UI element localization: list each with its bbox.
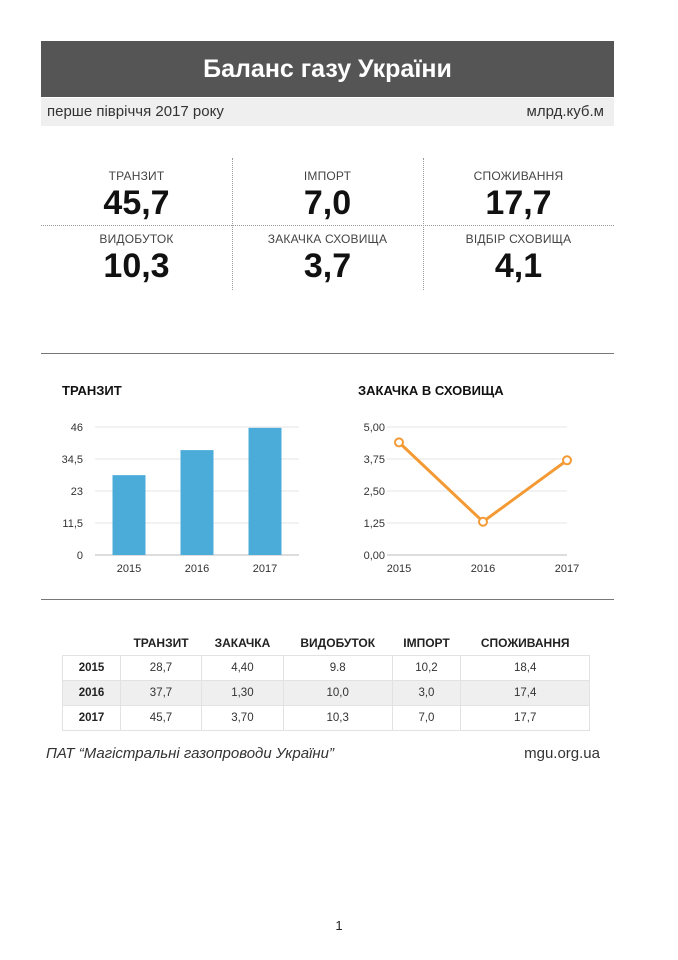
data-point bbox=[394, 437, 404, 448]
table-row: 2016 37,7 1,30 10,0 3,0 17,4 bbox=[62, 680, 590, 706]
kpi-label: ІМПОРТ bbox=[303, 169, 352, 183]
table-cell: 17,4 bbox=[460, 680, 590, 706]
table-cell: 3,0 bbox=[391, 680, 462, 706]
y-tick-label: 46 bbox=[71, 422, 83, 434]
table-cell: 28,7 bbox=[120, 655, 202, 681]
table-cell: 45,7 bbox=[120, 705, 202, 731]
table-cell: 17,7 bbox=[460, 705, 590, 731]
table-cell: 7,0 bbox=[391, 705, 462, 731]
data-point bbox=[562, 455, 572, 466]
row-year: 2016 bbox=[62, 680, 121, 706]
kpi-label: ВІДБІР СХОВИЩА bbox=[465, 232, 572, 246]
kpi-value: 45,7 bbox=[103, 184, 170, 222]
website-link[interactable]: mgu.org.ua bbox=[524, 745, 600, 762]
bar bbox=[248, 427, 282, 555]
period-label: перше півріччя 2017 року bbox=[47, 103, 224, 120]
table-cell: 1,30 bbox=[201, 680, 284, 706]
x-tick-label: 2017 bbox=[555, 563, 579, 575]
kpi-label: ТРАНЗИТ bbox=[108, 169, 165, 183]
kpi-import: ІМПОРТ 7,0 bbox=[232, 169, 423, 222]
y-tick-label: 23 bbox=[71, 486, 83, 498]
y-tick-label: 2,50 bbox=[364, 486, 385, 498]
kpi-grid: ТРАНЗИТ 45,7 ІМПОРТ 7,0 СПОЖИВАННЯ 17,7 … bbox=[41, 158, 614, 290]
column-header: ТРАНЗИТ bbox=[120, 631, 202, 656]
row-year: 2015 bbox=[62, 655, 121, 681]
column-header: ВИДОБУТОК bbox=[283, 631, 393, 656]
column-header: ІМПОРТ bbox=[392, 631, 461, 656]
series-line bbox=[397, 441, 568, 524]
x-tick-label: 2015 bbox=[387, 563, 411, 575]
kpi-divider bbox=[423, 158, 424, 290]
x-tick-label: 2016 bbox=[185, 563, 209, 575]
kpi-value: 17,7 bbox=[485, 184, 552, 222]
kpi-divider bbox=[232, 158, 233, 290]
transit-chart-title: ТРАНЗИТ bbox=[62, 383, 122, 398]
table-cell: 4,40 bbox=[201, 655, 284, 681]
section-divider bbox=[41, 599, 614, 600]
row-year: 2017 bbox=[62, 705, 121, 731]
bar bbox=[180, 450, 214, 555]
y-tick-label: 1,25 bbox=[364, 518, 385, 530]
kpi-label: СПОЖИВАННЯ bbox=[473, 169, 564, 183]
subtitle-bar: перше півріччя 2017 року млрд.куб.м bbox=[41, 98, 614, 126]
x-tick-label: 2017 bbox=[253, 563, 277, 575]
kpi-value: 3,7 bbox=[303, 247, 352, 285]
kpi-label: ЗАКАЧКА СХОВИЩА bbox=[267, 232, 388, 246]
y-tick-label: 11,5 bbox=[62, 518, 83, 530]
table-cell: 9.8 bbox=[282, 655, 393, 681]
kpi-transit: ТРАНЗИТ 45,7 bbox=[41, 169, 232, 222]
table-cell: 10,0 bbox=[282, 680, 393, 706]
transit-bar-chart: 0 11,5 23 34,5 46 2015 2016 2017 bbox=[62, 422, 299, 575]
y-tick-label: 5,00 bbox=[364, 422, 385, 434]
column-header: ЗАКАЧКА bbox=[201, 631, 284, 656]
section-divider bbox=[41, 353, 614, 354]
column-header: СПОЖИВАННЯ bbox=[460, 631, 590, 656]
table-header-row: ТРАНЗИТ ЗАКАЧКА ВИДОБУТОК ІМПОРТ СПОЖИВА… bbox=[63, 631, 590, 656]
kpi-production: ВИДОБУТОК 10,3 bbox=[41, 232, 232, 285]
y-tick-label: 34,5 bbox=[62, 454, 83, 466]
table-row: 2017 45,7 3,70 10,3 7,0 17,7 bbox=[62, 705, 590, 731]
table-cell: 10,2 bbox=[391, 655, 462, 681]
data-table: ТРАНЗИТ ЗАКАЧКА ВИДОБУТОК ІМПОРТ СПОЖИВА… bbox=[62, 631, 590, 731]
bar bbox=[112, 475, 146, 555]
page-title: Баланс газу України bbox=[41, 41, 614, 97]
table-corner bbox=[63, 631, 121, 656]
table-cell: 37,7 bbox=[120, 680, 202, 706]
kpi-divider bbox=[41, 225, 614, 226]
storage-chart-title: ЗАКАЧКА В СХОВИЩА bbox=[358, 383, 504, 398]
kpi-value: 7,0 bbox=[303, 184, 352, 222]
kpi-storage-withdrawal: ВІДБІР СХОВИЩА 4,1 bbox=[423, 232, 614, 285]
page-number: 1 bbox=[335, 918, 343, 933]
kpi-value: 10,3 bbox=[103, 247, 170, 285]
y-tick-label: 0 bbox=[77, 550, 83, 562]
kpi-label: ВИДОБУТОК bbox=[99, 232, 174, 246]
kpi-storage-injection: ЗАКАЧКА СХОВИЩА 3,7 bbox=[232, 232, 423, 285]
table-row: 2015 28,7 4,40 9.8 10,2 18,4 bbox=[62, 655, 590, 681]
x-tick-label: 2016 bbox=[471, 563, 495, 575]
kpi-value: 4,1 bbox=[494, 247, 543, 285]
data-point bbox=[478, 516, 488, 527]
kpi-consumption: СПОЖИВАННЯ 17,7 bbox=[423, 169, 614, 222]
table-cell: 10,3 bbox=[282, 705, 393, 731]
x-tick-label: 2015 bbox=[117, 563, 141, 575]
storage-line-chart: 0,00 1,25 2,50 3,75 5,00 2015 2016 2017 bbox=[364, 422, 580, 575]
units-label: млрд.куб.м bbox=[526, 103, 604, 120]
table-cell: 3,70 bbox=[201, 705, 284, 731]
y-tick-label: 3,75 bbox=[364, 454, 385, 466]
y-tick-label: 0,00 bbox=[364, 550, 385, 562]
company-name: ПАТ “Магістральні газопроводи України” bbox=[46, 745, 334, 762]
table-cell: 18,4 bbox=[460, 655, 590, 681]
